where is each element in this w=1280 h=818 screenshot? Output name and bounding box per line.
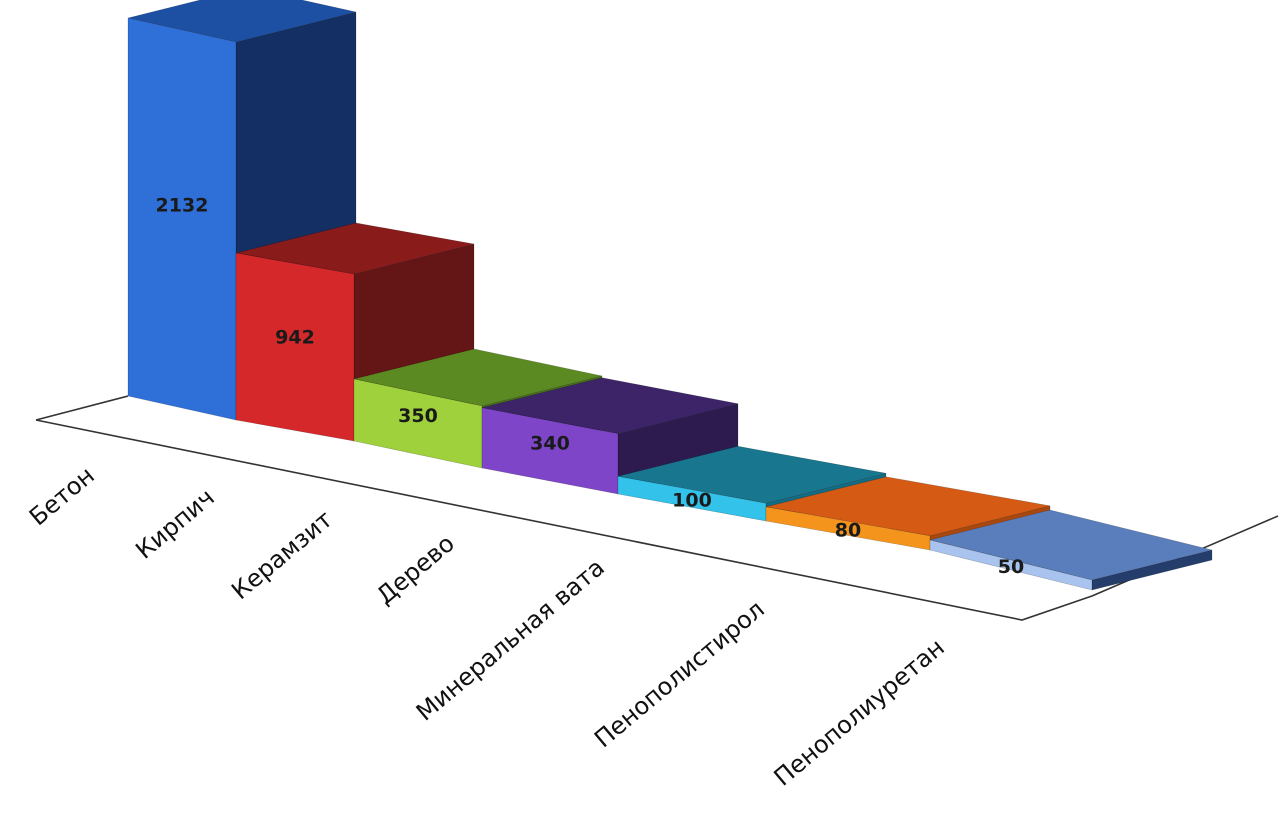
bars-group: 2132 942 350 340 100 80 50: [127, 0, 1213, 591]
bar-front-5: [617, 475, 767, 522]
value-label: 100: [672, 490, 712, 512]
bar-front-4: [481, 407, 619, 495]
bar-front-3: [353, 378, 483, 469]
category-label: Пенополистирол: [589, 595, 770, 753]
value-label: 350: [398, 405, 438, 427]
category-label: Бетон: [24, 461, 100, 531]
category-label: Кирпич: [130, 483, 220, 564]
category-label: Керамзит: [226, 505, 338, 605]
category-label: Дерево: [371, 529, 460, 610]
bar-4: 340: [481, 377, 739, 495]
bar-top-6: [765, 476, 1051, 537]
value-label: 50: [998, 556, 1024, 578]
bar-front-2: [235, 252, 355, 442]
category-label: Минеральная вата: [411, 553, 610, 726]
value-label: 80: [835, 519, 861, 541]
value-label: 2132: [156, 194, 209, 216]
bar-7: 50: [929, 509, 1213, 591]
category-label: Пенополиуретан: [769, 633, 950, 791]
bar-top-5: [617, 445, 887, 504]
value-label: 340: [530, 433, 570, 455]
bar-top-3: [353, 348, 603, 407]
value-label: 942: [275, 327, 315, 349]
bar-front-7: [929, 539, 1093, 591]
bar-front-1: [127, 17, 237, 421]
bar-front-6: [765, 506, 931, 551]
